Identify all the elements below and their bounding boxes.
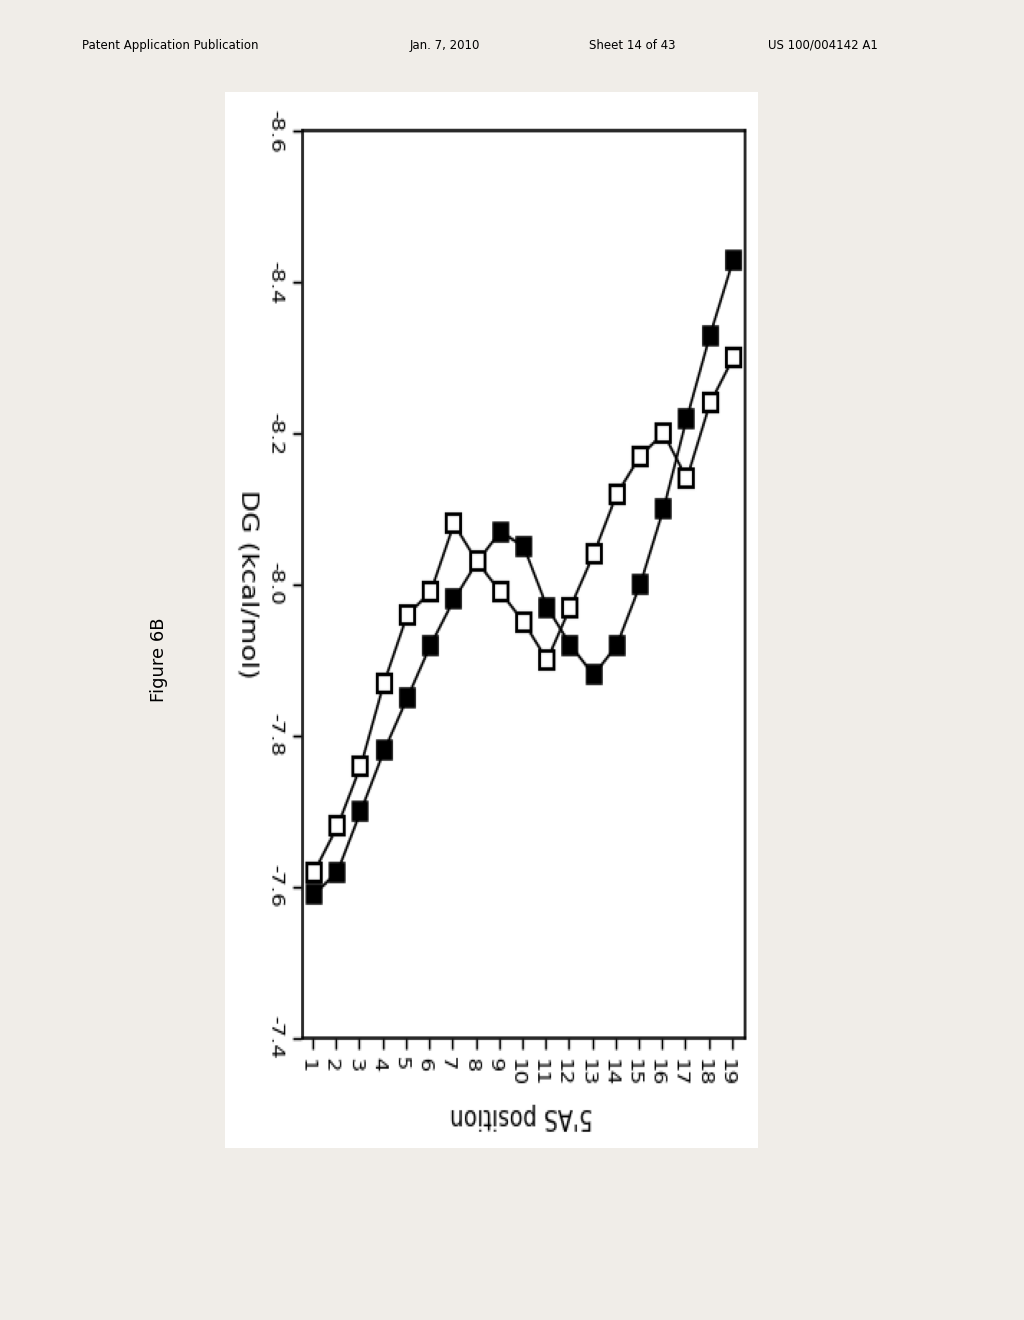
Text: Figure 6B: Figure 6B <box>150 618 168 702</box>
Text: Sheet 14 of 43: Sheet 14 of 43 <box>589 38 675 51</box>
Text: Jan. 7, 2010: Jan. 7, 2010 <box>410 38 480 51</box>
Text: US 100/004142 A1: US 100/004142 A1 <box>768 38 878 51</box>
Text: Patent Application Publication: Patent Application Publication <box>82 38 258 51</box>
